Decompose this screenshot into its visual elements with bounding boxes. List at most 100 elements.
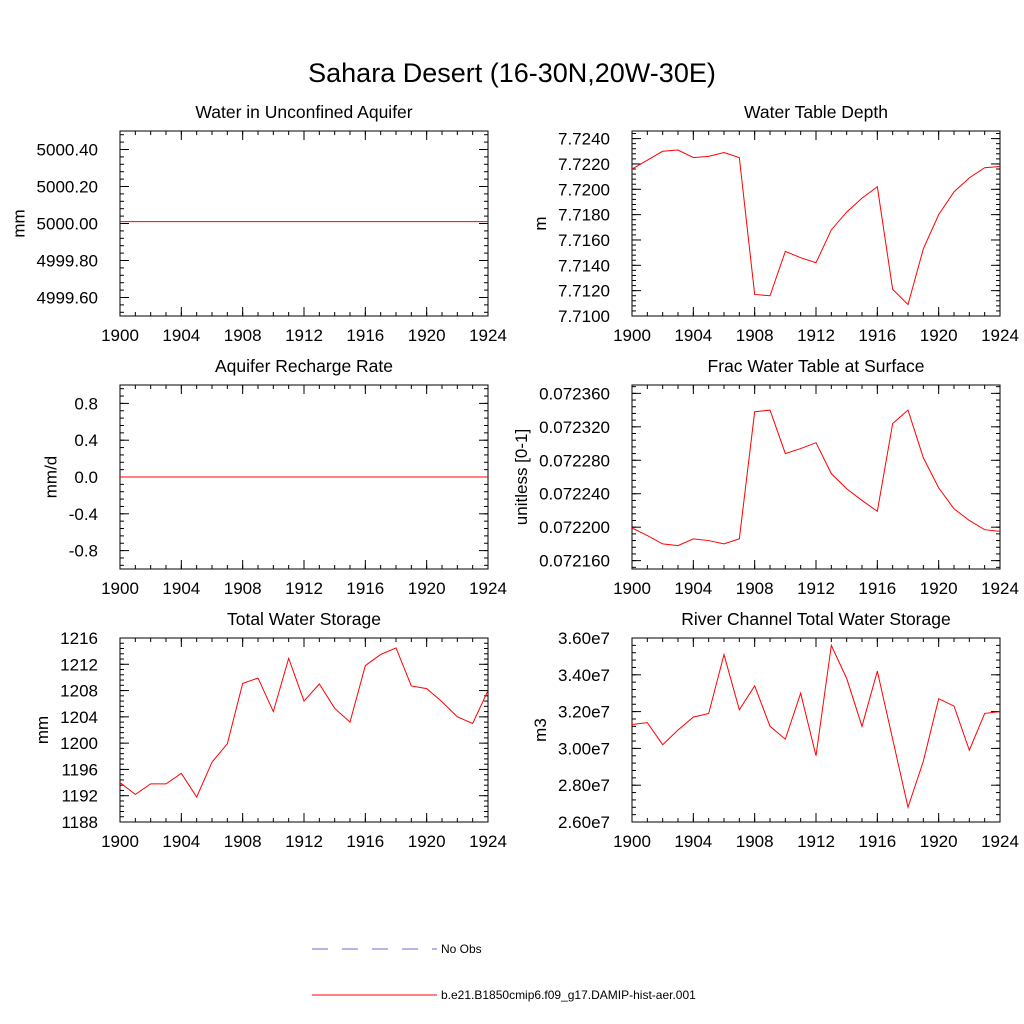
x-tick-label: 1916 <box>346 579 384 598</box>
x-tick-label: 1912 <box>797 832 835 851</box>
panel-title: Water Table Depth <box>744 102 888 122</box>
y-axis-label: mm <box>33 716 52 744</box>
y-tick-label: 7.7140 <box>558 256 610 275</box>
x-tick-label: 1912 <box>285 579 323 598</box>
chart-panel-1: Water in Unconfined Aquifer 1900 1904 1908 1… <box>10 102 507 345</box>
series-line <box>119 647 489 799</box>
x-tick-label: 1908 <box>736 579 774 598</box>
y-tick-label: 1204 <box>60 708 98 727</box>
y-tick-label: 5000.00 <box>37 215 98 234</box>
x-tick-label: 1924 <box>981 326 1019 345</box>
y-tick-label: 3.00e7 <box>558 739 610 758</box>
x-tick-label: 1920 <box>408 579 446 598</box>
x-tick-label: 1924 <box>469 326 507 345</box>
x-tick-label: 1904 <box>162 579 200 598</box>
x-tick-label: 1924 <box>981 832 1019 851</box>
y-tick-label: -0.4 <box>69 505 98 524</box>
y-tick-label: 1200 <box>60 734 98 753</box>
y-tick-label: 7.7100 <box>558 307 610 326</box>
figure-title: Sahara Desert (16-30N,20W-30E) <box>308 58 716 88</box>
y-tick-label: 0.072280 <box>539 451 610 470</box>
y-tick-label: 5000.40 <box>37 141 98 160</box>
x-tick-label: 1920 <box>408 326 446 345</box>
y-axis-label: m3 <box>531 718 550 742</box>
y-axis-label: mm <box>10 209 29 237</box>
x-tick-label: 1920 <box>920 326 958 345</box>
y-tick-label: 0.8 <box>74 394 98 413</box>
panel-title: Total Water Storage <box>227 609 381 629</box>
series-line <box>631 643 1001 810</box>
y-tick-label: 1208 <box>60 682 98 701</box>
x-tick-label: 1920 <box>408 832 446 851</box>
y-tick-label: 2.60e7 <box>558 813 610 832</box>
panel-title: River Channel Total Water Storage <box>681 609 950 629</box>
y-tick-label: 3.40e7 <box>558 666 610 685</box>
x-tick-label: 1900 <box>613 579 651 598</box>
series-line <box>631 409 1001 547</box>
y-tick-label: 3.60e7 <box>558 629 610 648</box>
x-tick-label: 1912 <box>797 579 835 598</box>
y-tick-label: 1196 <box>61 760 98 779</box>
y-axis-label: unitless [0-1] <box>512 429 531 525</box>
y-tick-label: 2.80e7 <box>558 776 610 795</box>
chart-panel-2: Water Table Depth 1900 1904 1908 1912 1916 192… <box>531 102 1019 345</box>
x-tick-label: 1924 <box>469 579 507 598</box>
y-tick-label: 7.7220 <box>558 155 610 174</box>
x-tick-label: 1904 <box>674 579 712 598</box>
y-tick-label: 0.4 <box>74 431 98 450</box>
x-tick-label: 1904 <box>674 326 712 345</box>
y-tick-label: 7.7240 <box>558 130 610 149</box>
y-tick-label: 7.7180 <box>558 206 610 225</box>
x-tick-label: 1916 <box>346 326 384 345</box>
plot-frame <box>119 130 489 317</box>
y-axis-label: m <box>531 216 550 230</box>
y-tick-label: 0.072160 <box>539 552 610 571</box>
y-tick-label: 0.072360 <box>539 384 610 403</box>
x-tick-label: 1904 <box>162 326 200 345</box>
y-tick-label: 0.072240 <box>539 485 610 504</box>
plot-frame <box>119 637 489 823</box>
x-tick-label: 1900 <box>613 832 651 851</box>
legend: No Obs b.e21.B1850cmip6.f09_g17.DAMIP-his… <box>312 942 696 1002</box>
x-tick-label: 1904 <box>674 832 712 851</box>
x-tick-label: 1924 <box>469 832 507 851</box>
panel-title: Frac Water Table at Surface <box>708 356 925 376</box>
y-tick-label: 1216 <box>60 629 98 648</box>
chart-panel-6: River Channel Total Water Storage 1900 190… <box>531 609 1019 851</box>
x-tick-label: 1908 <box>224 579 262 598</box>
y-tick-label: 4999.80 <box>37 252 98 271</box>
x-tick-label: 1904 <box>162 832 200 851</box>
y-tick-label: 3.20e7 <box>558 703 610 722</box>
y-tick-label: -0.8 <box>69 542 98 561</box>
x-tick-label: 1920 <box>920 832 958 851</box>
y-tick-label: 0.072320 <box>539 418 610 437</box>
x-tick-label: 1908 <box>224 832 262 851</box>
x-tick-label: 1900 <box>101 832 139 851</box>
chart-panel-5: Total Water Storage 1900 1904 1908 1912 1916 1… <box>33 609 507 851</box>
panel-title: Aquifer Recharge Rate <box>215 356 393 376</box>
x-tick-label: 1908 <box>736 326 774 345</box>
x-tick-label: 1900 <box>101 326 139 345</box>
y-tick-label: 7.7120 <box>558 282 610 301</box>
y-tick-label: 7.7200 <box>558 180 610 199</box>
y-tick-label: 5000.20 <box>37 178 98 197</box>
chart-panel-3: Aquifer Recharge Rate 1900 1904 1908 1912 191… <box>42 356 507 598</box>
y-tick-label: 7.7160 <box>558 231 610 250</box>
y-tick-label: 0.072200 <box>539 518 610 537</box>
y-tick-label: 1212 <box>60 655 98 674</box>
x-tick-label: 1912 <box>285 832 323 851</box>
x-tick-label: 1912 <box>285 326 323 345</box>
x-tick-label: 1916 <box>858 579 896 598</box>
x-tick-label: 1900 <box>613 326 651 345</box>
chart-panels: Water in Unconfined Aquifer 1900 1904 1908 1… <box>10 102 1019 851</box>
x-tick-label: 1900 <box>101 579 139 598</box>
y-tick-label: 0.0 <box>74 468 98 487</box>
plot-frame <box>631 637 1001 823</box>
legend-label: No Obs <box>441 942 482 956</box>
x-tick-label: 1912 <box>797 326 835 345</box>
plot-frame <box>631 130 1001 317</box>
x-tick-label: 1924 <box>981 579 1019 598</box>
x-tick-label: 1916 <box>858 326 896 345</box>
series-line <box>631 149 1001 306</box>
